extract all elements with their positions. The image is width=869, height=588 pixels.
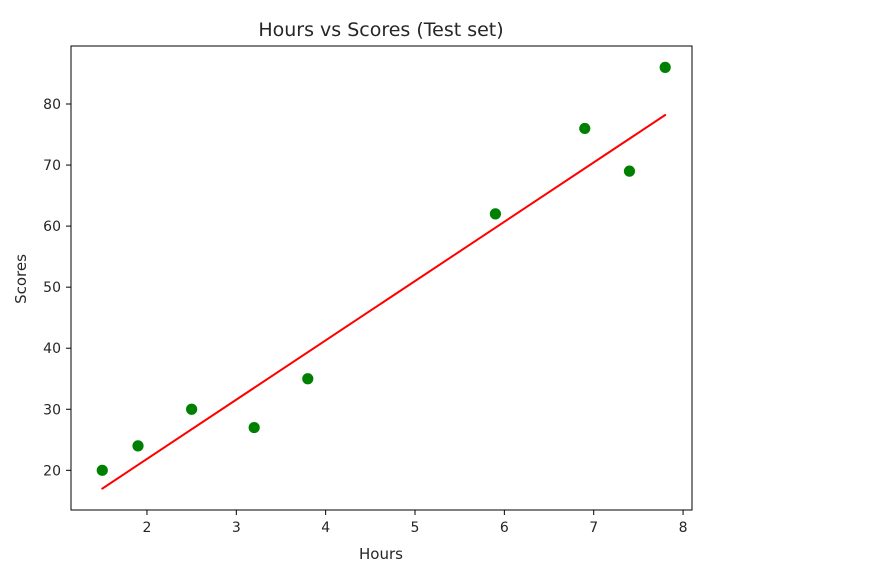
scatter-point bbox=[186, 403, 198, 415]
y-tick-label: 50 bbox=[43, 280, 61, 296]
x-tick-label: 6 bbox=[500, 520, 509, 536]
y-tick-label: 30 bbox=[43, 402, 61, 418]
x-tick-label: 4 bbox=[321, 520, 330, 536]
x-tick-label: 3 bbox=[232, 520, 241, 536]
scatter-point bbox=[579, 122, 591, 135]
x-axis-label: Hours bbox=[359, 545, 403, 563]
plot-area: 2 3 4 5 6 7 8 20 30 40 50 60 70 80 bbox=[43, 45, 693, 536]
x-tick-label: 2 bbox=[142, 520, 151, 536]
y-tick-label: 40 bbox=[43, 341, 61, 357]
scatter-point bbox=[659, 61, 671, 73]
scatter-point bbox=[302, 373, 314, 385]
y-tick-label: 20 bbox=[43, 463, 61, 479]
scatter-point bbox=[623, 165, 636, 177]
y-axis-label: Scores bbox=[12, 254, 30, 304]
y-tick-label: 60 bbox=[43, 219, 61, 235]
scatter-point bbox=[248, 421, 260, 434]
scatter-point bbox=[96, 464, 108, 476]
x-tick-label: 8 bbox=[679, 520, 688, 536]
x-tick-label: 5 bbox=[411, 520, 420, 536]
scatter-point bbox=[132, 440, 144, 452]
y-tick-label: 80 bbox=[43, 97, 61, 113]
x-tick-label: 7 bbox=[589, 520, 598, 536]
regression-line bbox=[101, 113, 667, 490]
plot-frame bbox=[70, 45, 693, 511]
scatter-point bbox=[489, 208, 502, 220]
y-tick-label: 70 bbox=[43, 158, 61, 174]
chart-title: Hours vs Scores (Test set) bbox=[258, 19, 503, 41]
